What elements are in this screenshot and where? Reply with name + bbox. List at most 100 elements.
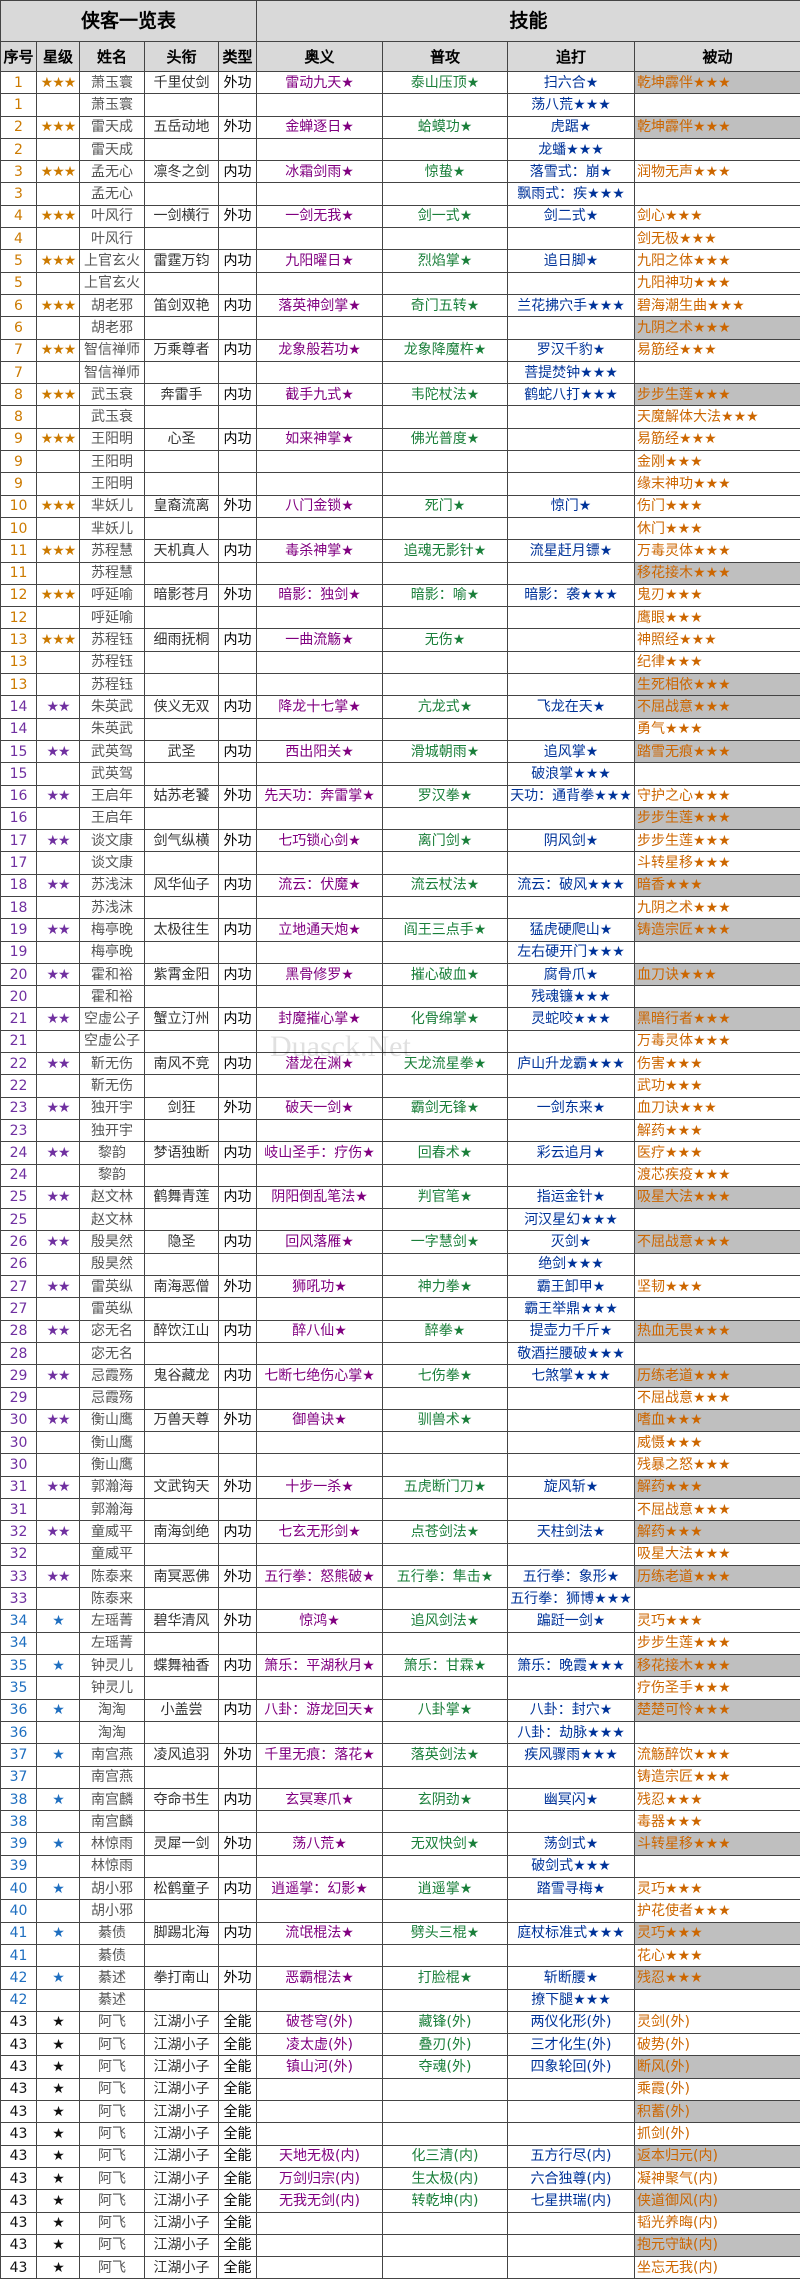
hero-title: 鬼谷藏龙 xyxy=(145,1365,219,1387)
row-number: 9 xyxy=(1,428,37,450)
ultimate-skill: 冰霜剑雨★ xyxy=(257,161,383,183)
passive-skill: 勇气★★★ xyxy=(635,718,800,740)
star-rating: ★ xyxy=(37,1833,80,1855)
table-row: 3★★★孟无心凛冬之剑内功冰霜剑雨★惊蛰★落雪式：崩★润物无声★★★ xyxy=(1,161,800,183)
passive-skill xyxy=(635,1855,800,1877)
row-number: 35 xyxy=(1,1677,37,1699)
follow-up-attack: 猛虎硬爬山★ xyxy=(508,919,635,941)
ultimate-skill xyxy=(257,1253,383,1275)
follow-up-attack xyxy=(508,1543,635,1565)
hero-title: 鹤舞青莲 xyxy=(145,1186,219,1208)
ultimate-skill xyxy=(257,2257,383,2279)
hero-type: 外功 xyxy=(219,1409,257,1431)
hero-title xyxy=(145,317,219,339)
hero-name: 呼延喻 xyxy=(80,607,145,629)
hero-name: 黎韵 xyxy=(80,1164,145,1186)
basic-attack: 玄阴劲★ xyxy=(383,1788,508,1810)
follow-up-attack: 兰花拂穴手★★★ xyxy=(508,294,635,316)
row-number: 18 xyxy=(1,896,37,918)
basic-attack xyxy=(383,1454,508,1476)
basic-attack xyxy=(383,451,508,473)
ultimate-skill xyxy=(257,852,383,874)
passive-skill xyxy=(635,361,800,383)
hero-name: 忌霞殇 xyxy=(80,1387,145,1409)
passive-skill: 热血无畏★★★ xyxy=(635,1320,800,1342)
hero-name: 左瑶菁 xyxy=(80,1610,145,1632)
hero-title: 梦语独断 xyxy=(145,1142,219,1164)
row-number: 39 xyxy=(1,1833,37,1855)
table-row: 18★★苏浅沫风华仙子内功流云：伏魔★流云杖法★流云：破风★★★暗香★★★ xyxy=(1,874,800,896)
basic-attack: 流云杖法★ xyxy=(383,874,508,896)
passive-skill: 灵巧★★★ xyxy=(635,1610,800,1632)
basic-attack xyxy=(383,1075,508,1097)
follow-up-attack: 八卦：封穴★ xyxy=(508,1699,635,1721)
row-number: 33 xyxy=(1,1588,37,1610)
star-rating: ★ xyxy=(37,2056,80,2078)
star-rating xyxy=(37,986,80,1008)
hero-title xyxy=(145,1721,219,1743)
passive-skill: 乾坤霹伴★★★ xyxy=(635,72,800,94)
hero-type: 内功 xyxy=(219,874,257,896)
row-number: 41 xyxy=(1,1922,37,1944)
ultimate-skill: 如来神掌★ xyxy=(257,428,383,450)
basic-attack xyxy=(383,1989,508,2011)
basic-attack xyxy=(383,361,508,383)
ultimate-skill xyxy=(257,562,383,584)
hero-title: 江湖小子 xyxy=(145,2011,219,2033)
follow-up-attack xyxy=(508,1075,635,1097)
row-number: 43 xyxy=(1,2078,37,2100)
row-number: 39 xyxy=(1,1855,37,1877)
table-row: 22★★靳无伤南风不竞内功潜龙在渊★天龙流星拳★庐山升龙霸★★★伤害★★★ xyxy=(1,1053,800,1075)
ultimate-skill xyxy=(257,138,383,160)
basic-attack: 无伤★ xyxy=(383,629,508,651)
follow-up-attack: 飞龙在天★ xyxy=(508,696,635,718)
follow-up-attack xyxy=(508,1409,635,1431)
star-rating xyxy=(37,651,80,673)
hero-type: 内功 xyxy=(219,1878,257,1900)
row-number: 28 xyxy=(1,1342,37,1364)
table-row: 34★左瑶菁碧华清风外功惊鸿★追风剑法★蹁跹一剑★灵巧★★★ xyxy=(1,1610,800,1632)
passive-skill: 解药★★★ xyxy=(635,1119,800,1141)
row-number: 18 xyxy=(1,874,37,896)
hero-type: 全能 xyxy=(219,2212,257,2234)
passive-skill: 伤门★★★ xyxy=(635,495,800,517)
star-rating: ★★★ xyxy=(37,540,80,562)
hero-name: 梅亭晚 xyxy=(80,941,145,963)
row-number: 7 xyxy=(1,361,37,383)
basic-attack: 亢龙式★ xyxy=(383,696,508,718)
star-rating xyxy=(37,1588,80,1610)
row-number: 1 xyxy=(1,94,37,116)
hero-name: 王阳明 xyxy=(80,451,145,473)
follow-up-attack: 左右硬开门★★★ xyxy=(508,941,635,963)
passive-skill: 坚韧★★★ xyxy=(635,1276,800,1298)
passive-skill: 碧海潮生曲★★★ xyxy=(635,294,800,316)
passive-skill: 斗转星移★★★ xyxy=(635,1833,800,1855)
star-rating xyxy=(37,896,80,918)
star-rating xyxy=(37,1811,80,1833)
hero-name: 阿飞 xyxy=(80,2056,145,2078)
follow-up-attack xyxy=(508,562,635,584)
hero-title: 碧华清风 xyxy=(145,1610,219,1632)
hero-type: 全能 xyxy=(219,2056,257,2078)
hero-title: 小盖尝 xyxy=(145,1699,219,1721)
ultimate-skill: 降龙十七掌★ xyxy=(257,696,383,718)
ultimate-skill: 回风落雁★ xyxy=(257,1231,383,1253)
follow-up-attack: 天功：通背拳★★★ xyxy=(508,785,635,807)
passive-skill: 缘末神功★★★ xyxy=(635,473,800,495)
hero-title xyxy=(145,1342,219,1364)
row-number: 3 xyxy=(1,161,37,183)
follow-up-attack: 五行拳：狮博★★★ xyxy=(508,1588,635,1610)
star-rating: ★★ xyxy=(37,1476,80,1498)
passive-skill: 历练老道★★★ xyxy=(635,1365,800,1387)
hero-name: 胡小邪 xyxy=(80,1900,145,1922)
passive-skill: 步步生莲★★★ xyxy=(635,830,800,852)
hero-title xyxy=(145,1588,219,1610)
hero-name: 綦债 xyxy=(80,1922,145,1944)
hero-name: 胡老邪 xyxy=(80,294,145,316)
row-number: 5 xyxy=(1,250,37,272)
passive-skill: 抓剑(外) xyxy=(635,2123,800,2145)
basic-attack: 剑一式★ xyxy=(383,205,508,227)
hero-title xyxy=(145,852,219,874)
hero-name: 苏程慧 xyxy=(80,562,145,584)
